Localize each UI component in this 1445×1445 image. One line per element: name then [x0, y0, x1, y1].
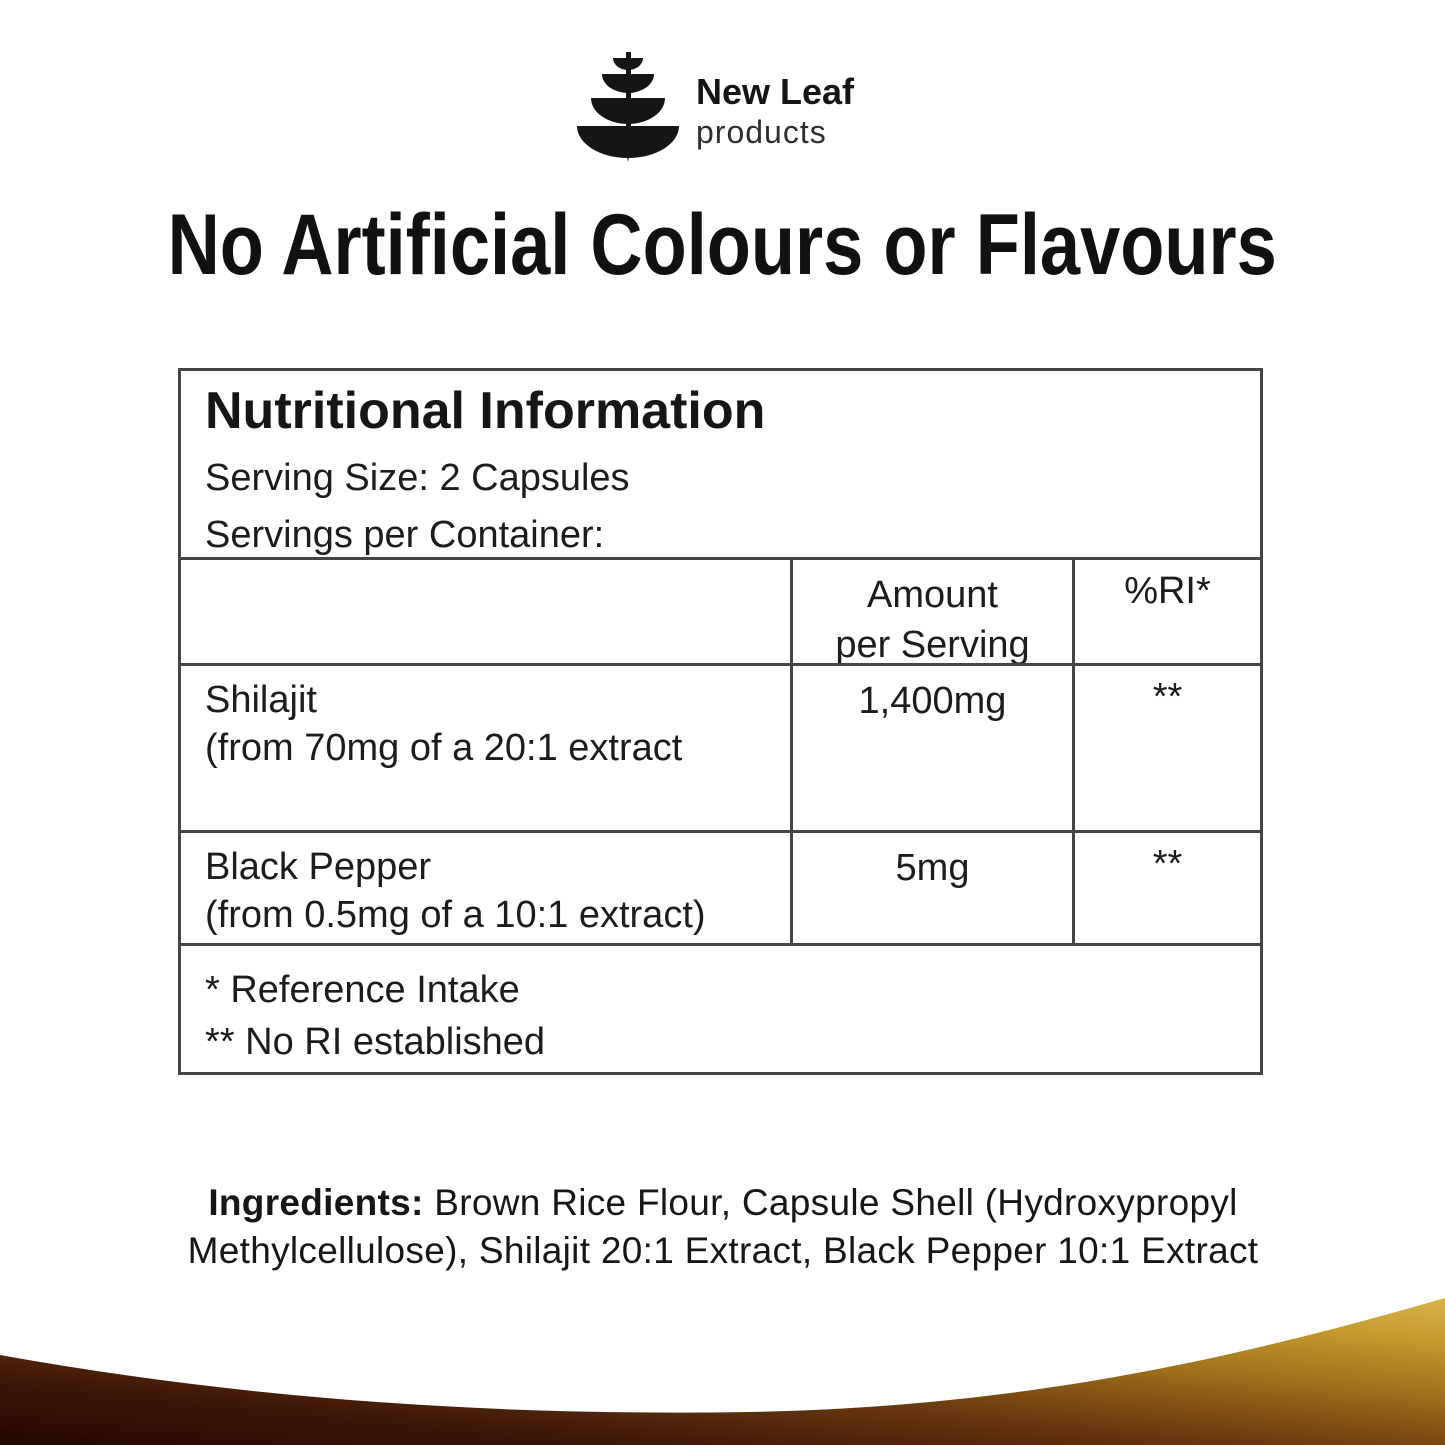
table-row-shilajit: Shilajit (from 70mg of a 20:1 extract 1,… — [181, 663, 1260, 830]
nutrition-table-title: Nutritional Information — [205, 382, 766, 440]
ri-cell: ** — [1072, 666, 1260, 830]
headline: No Artificial Colours or Flavours — [0, 196, 1445, 295]
amount-header-line1: Amount — [867, 574, 998, 616]
brand-name-line2: products — [696, 114, 827, 150]
column-header-row: Amount per Serving %RI* — [181, 557, 1260, 666]
servings-per-container: Servings per Container: — [205, 514, 605, 556]
ingredients-text: Brown Rice Flour, Capsule Shell (Hydroxy… — [187, 1182, 1259, 1271]
footnote-no-ri: ** No RI established — [205, 1021, 546, 1063]
ingredient-detail: (from 70mg of a 20:1 extract — [205, 727, 683, 769]
table-row-black-pepper: Black Pepper (from 0.5mg of a 10:1 extra… — [181, 830, 1260, 943]
amount-cell: 1,400mg — [790, 666, 1072, 830]
amount-cell: 5mg — [790, 833, 1072, 943]
nutrition-table: Nutritional Information Serving Size: 2 … — [178, 368, 1263, 1075]
column-header-amount: Amount per Serving — [790, 560, 1072, 666]
brand-name: New Leaf products — [696, 50, 854, 170]
ri-cell: ** — [1072, 833, 1260, 943]
ingredients-label: Ingredients: — [208, 1182, 424, 1223]
ingredient-name-cell: Shilajit (from 70mg of a 20:1 extract — [181, 666, 790, 830]
ingredients-paragraph: Ingredients: Brown Rice Flour, Capsule S… — [147, 1179, 1299, 1275]
headline-text: No Artificial Colours or Flavours — [167, 197, 1278, 293]
serving-size: Serving Size: 2 Capsules — [205, 457, 630, 499]
amount-header-line2: per Serving — [835, 624, 1030, 666]
footnotes-block: * Reference Intake ** No RI established — [205, 964, 545, 1072]
table-footnotes: * Reference Intake ** No RI established — [181, 943, 1260, 1072]
ingredient-detail: (from 0.5mg of a 10:1 extract) — [205, 894, 706, 936]
brand-name-line1: New Leaf — [696, 71, 855, 112]
column-header-ri: %RI* — [1072, 560, 1260, 663]
column-header-empty — [181, 560, 790, 663]
ingredient-name: Shilajit — [205, 679, 317, 721]
gold-swoosh-decoration — [0, 1298, 1445, 1445]
ingredient-name-cell: Black Pepper (from 0.5mg of a 10:1 extra… — [181, 833, 790, 943]
leaf-tree-icon — [577, 52, 679, 162]
nutrition-table-header-block: Nutritional Information Serving Size: 2 … — [181, 371, 1260, 557]
brand-logo: New Leaf products — [576, 50, 896, 170]
footnote-reference-intake: * Reference Intake — [205, 969, 520, 1011]
ingredient-name: Black Pepper — [205, 846, 432, 888]
